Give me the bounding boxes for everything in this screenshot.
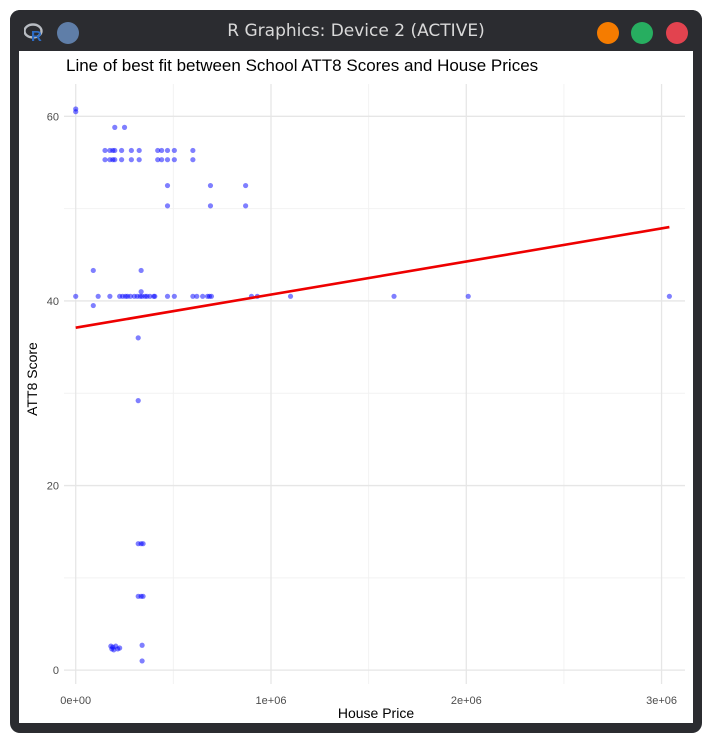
data-point (136, 147, 142, 154)
chart-title: Line of best fit between School ATT8 Sco… (66, 56, 538, 75)
window-title: R Graphics: Device 2 (ACTIVE) (227, 21, 485, 41)
data-point (194, 293, 200, 299)
data-point (119, 157, 125, 163)
data-point (465, 293, 471, 299)
data-point (95, 293, 101, 299)
data-point (138, 289, 144, 295)
x-tick-label: 3e+06 (646, 695, 677, 707)
data-point (102, 147, 108, 154)
minimize-button[interactable] (597, 22, 619, 44)
y-tick-label: 20 (47, 481, 59, 493)
y-tick-label: 40 (47, 296, 59, 308)
r-graphics-window: R R Graphics: Device 2 (ACTIVE) 0e+00 1e+… (10, 10, 702, 733)
y-tick-labels: 0 20 40 60 (47, 111, 59, 677)
y-tick-label: 0 (53, 665, 59, 677)
data-point (155, 147, 161, 154)
data-point (121, 124, 128, 130)
data-point (140, 541, 146, 547)
data-point (73, 293, 79, 299)
fit-line-group (75, 225, 670, 329)
title-bar[interactable]: R R Graphics: Device 2 (ACTIVE) (10, 10, 702, 52)
data-point (90, 267, 96, 274)
data-point (139, 642, 145, 648)
data-point (112, 147, 118, 154)
y-axis-label: ATT8 Score (24, 342, 40, 416)
data-points (73, 106, 672, 664)
plot-area: 0e+00 1e+06 2e+06 3e+06 0 20 40 60 Line of bes… (19, 51, 693, 723)
data-point (73, 109, 79, 115)
data-point (159, 147, 165, 154)
data-point (139, 658, 145, 664)
data-point (128, 157, 134, 163)
data-point (102, 157, 108, 163)
data-point (287, 293, 294, 299)
data-point (171, 157, 177, 163)
x-tick-label: 2e+06 (451, 695, 482, 707)
scatter-chart: 0e+00 1e+06 2e+06 3e+06 0 20 40 60 Line of bes… (24, 56, 685, 721)
x-tick-label: 1e+06 (256, 695, 287, 707)
data-point (164, 203, 171, 209)
data-point (135, 335, 141, 341)
data-point (90, 302, 96, 309)
data-point (117, 645, 123, 651)
x-tick-label: 0e+00 (60, 695, 91, 707)
data-point (152, 293, 158, 299)
y-tick-label: 60 (47, 111, 59, 123)
data-point (171, 293, 177, 299)
data-point (666, 293, 672, 299)
data-point (107, 293, 113, 299)
data-point (112, 124, 118, 130)
data-point (190, 147, 196, 154)
maximize-button[interactable] (631, 22, 653, 44)
x-axis-label: House Price (338, 705, 414, 721)
data-point (138, 267, 144, 274)
data-point (171, 147, 177, 154)
r-logo-icon: R (24, 23, 43, 42)
data-point (164, 293, 171, 299)
data-point (207, 203, 214, 209)
data-point (136, 157, 142, 163)
data-point (128, 147, 134, 154)
data-point (190, 157, 196, 163)
data-point (243, 182, 249, 189)
data-point (164, 182, 171, 189)
svg-text:R: R (31, 28, 42, 42)
data-point (164, 157, 171, 163)
data-point (208, 293, 215, 299)
x-tick-labels: 0e+00 1e+06 2e+06 3e+06 (60, 695, 677, 707)
data-point (243, 203, 249, 209)
close-button[interactable] (666, 22, 688, 44)
data-point (112, 157, 118, 163)
data-point (155, 157, 161, 163)
grid-lines (64, 84, 685, 684)
data-point (135, 398, 141, 404)
data-point (147, 293, 153, 299)
data-point (159, 157, 165, 163)
data-point (190, 293, 196, 299)
data-point (119, 147, 125, 154)
data-point (127, 293, 133, 299)
data-point (164, 147, 171, 154)
data-point (391, 293, 397, 299)
data-point (200, 293, 206, 299)
best-fit-line (75, 225, 670, 329)
data-point (140, 593, 146, 599)
data-point (207, 182, 214, 189)
menu-dot-icon[interactable] (57, 22, 79, 44)
